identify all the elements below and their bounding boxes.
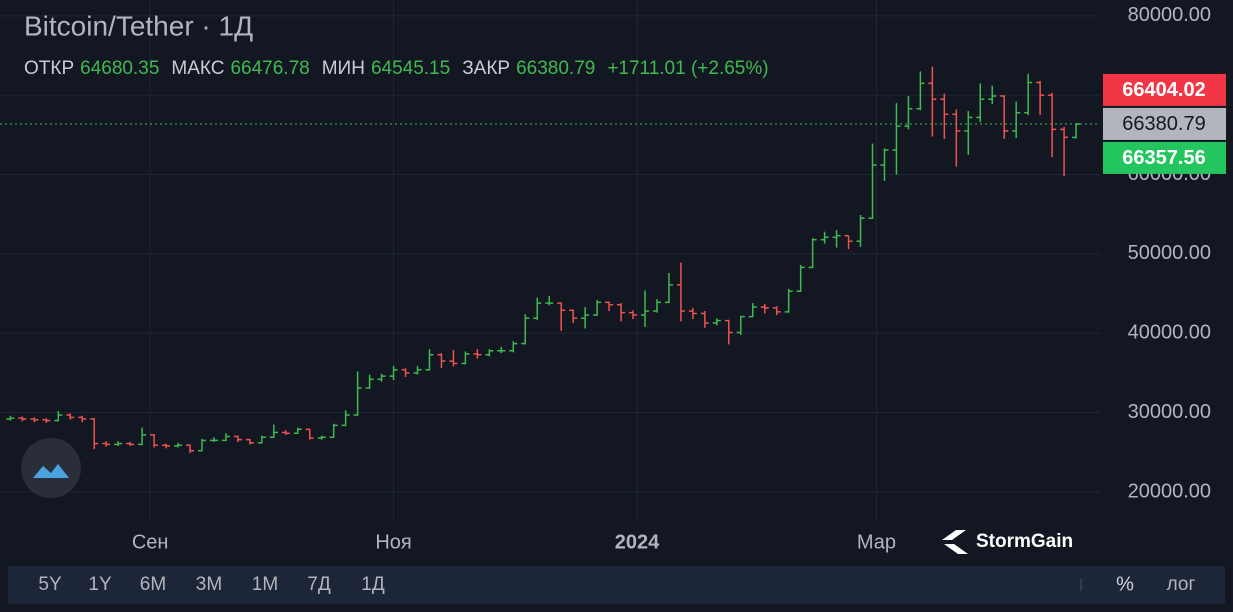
- price-tag: [1103, 141, 1226, 174]
- ohlc-label: МАКС: [171, 58, 224, 79]
- ohlc-value: 64545.15: [371, 58, 450, 79]
- price-tag: [1103, 73, 1226, 106]
- bars: [0, 66, 1100, 454]
- price-tag: [1103, 107, 1226, 140]
- y-tick-label: 20000.00: [1128, 480, 1211, 502]
- y-tick-label: 40000.00: [1128, 322, 1211, 344]
- chart-title: Bitcoin/Tether · 1Д: [24, 10, 253, 41]
- y-tick-label: 50000.00: [1128, 242, 1211, 264]
- ohlc-label: ОТКР: [24, 58, 74, 79]
- x-tick-label: Мар: [857, 531, 896, 553]
- range-button[interactable]: 3M: [196, 574, 222, 595]
- x-tick-label: Ноя: [375, 531, 411, 553]
- range-button[interactable]: 5Y: [38, 574, 62, 595]
- ohlc-value: 66476.78: [230, 58, 309, 79]
- ohlc-label: МИН: [322, 58, 365, 79]
- ohlc-label: ЗАКР: [462, 58, 510, 79]
- tv-logo: [21, 438, 81, 498]
- range-button[interactable]: 6M: [140, 574, 166, 595]
- log-button[interactable]: лог: [1167, 574, 1196, 595]
- y-tick-label: 30000.00: [1128, 401, 1211, 423]
- ohlc-value: 66380.79: [516, 58, 595, 79]
- x-tick-label: 2024: [615, 531, 660, 553]
- ohlc-value: 64680.35: [80, 58, 159, 79]
- percent-button[interactable]: %: [1116, 573, 1134, 595]
- range-button[interactable]: 7Д: [307, 574, 331, 595]
- stormgain-logo: StormGain: [942, 530, 1073, 554]
- price-tag-label: 66404.02: [1122, 79, 1205, 101]
- range-button[interactable]: 1Y: [88, 574, 112, 595]
- range-button[interactable]: 1Д: [361, 574, 385, 595]
- price-tag-label: 66380.79: [1122, 113, 1205, 135]
- change-label: +1711.01 (+2.65%): [607, 58, 768, 79]
- toolbar: [8, 566, 1225, 604]
- grid: [0, 0, 1100, 520]
- range-button[interactable]: 1M: [252, 574, 278, 595]
- logo-text: StormGain: [976, 531, 1073, 552]
- price-tag-label: 66357.56: [1122, 147, 1205, 169]
- y-tick-label: 80000.00: [1128, 4, 1211, 26]
- x-tick-label: Сен: [132, 531, 169, 553]
